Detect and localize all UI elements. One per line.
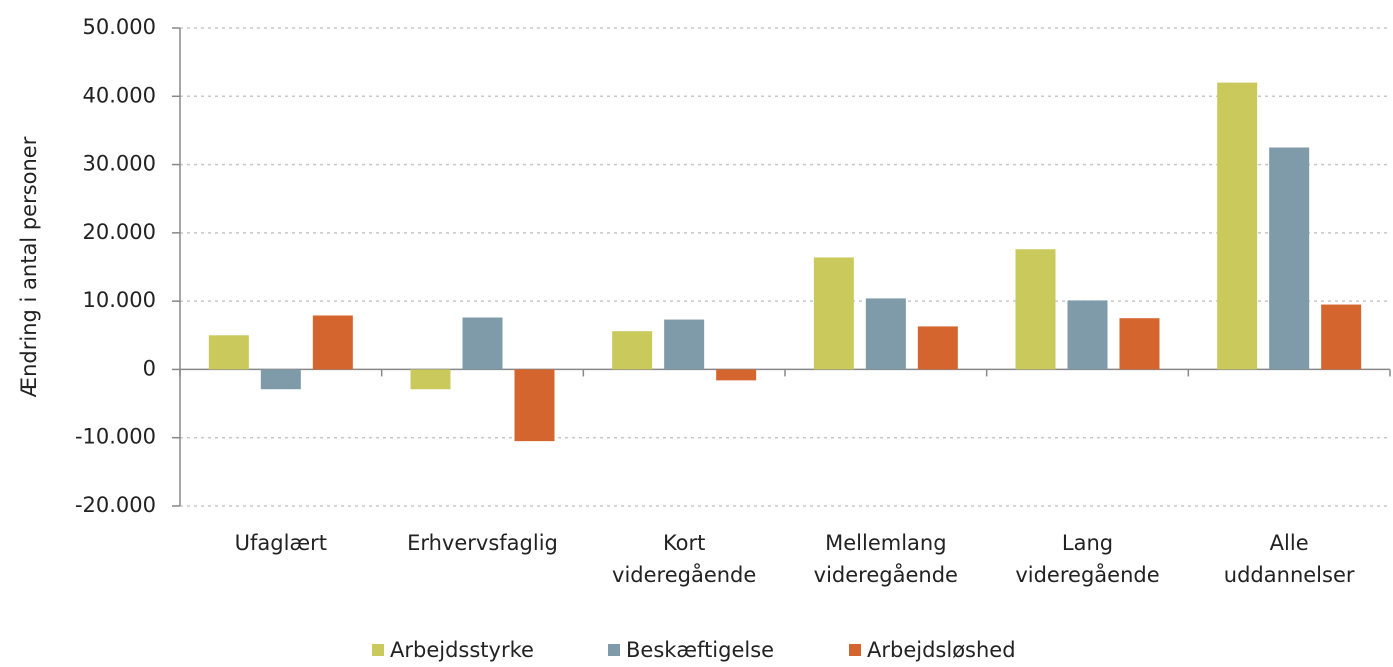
legend-label: Arbejdsstyrke <box>390 638 534 662</box>
y-tick-label: 10.000 <box>83 288 156 312</box>
bar <box>813 257 854 370</box>
bar <box>1269 147 1310 370</box>
legend-label: Arbejdsløshed <box>867 638 1016 662</box>
y-tick-label: 20.000 <box>83 220 156 244</box>
x-tick-label: Mellemlang videregående <box>814 531 958 587</box>
bar <box>208 335 249 370</box>
bar <box>260 369 301 390</box>
y-tick-label: -20.000 <box>75 493 156 517</box>
x-tick-label: Kort videregående <box>612 531 756 587</box>
bar <box>612 331 653 370</box>
x-tick-label: Lang videregående <box>1015 531 1159 587</box>
bar <box>664 319 705 370</box>
y-tick-label: 50.000 <box>83 15 156 39</box>
bar <box>514 369 555 442</box>
x-tick-label: Alle uddannelser <box>1224 531 1355 587</box>
bar <box>917 326 958 370</box>
legend-swatch <box>372 644 384 656</box>
legend-swatch <box>608 644 620 656</box>
bar <box>1321 304 1362 370</box>
bar <box>865 298 906 370</box>
y-tick-label: 40.000 <box>83 83 156 107</box>
bar <box>1119 318 1160 370</box>
x-tick-label: Ufaglært <box>235 531 327 555</box>
y-tick-label: 0 <box>143 356 156 380</box>
y-axis-label: Ændring i antal personer <box>17 136 41 397</box>
x-tick-label: Erhvervsfaglig <box>407 531 558 555</box>
bar <box>716 369 757 381</box>
y-tick-label: 30.000 <box>83 152 156 176</box>
bar <box>1015 249 1056 370</box>
legend-swatch <box>849 644 861 656</box>
legend-label: Beskæftigelse <box>626 638 774 662</box>
bar <box>410 369 451 390</box>
bar <box>312 315 353 370</box>
bar <box>462 317 503 370</box>
bar <box>1067 300 1108 370</box>
y-tick-label: -10.000 <box>75 425 156 449</box>
bar <box>1217 82 1258 370</box>
